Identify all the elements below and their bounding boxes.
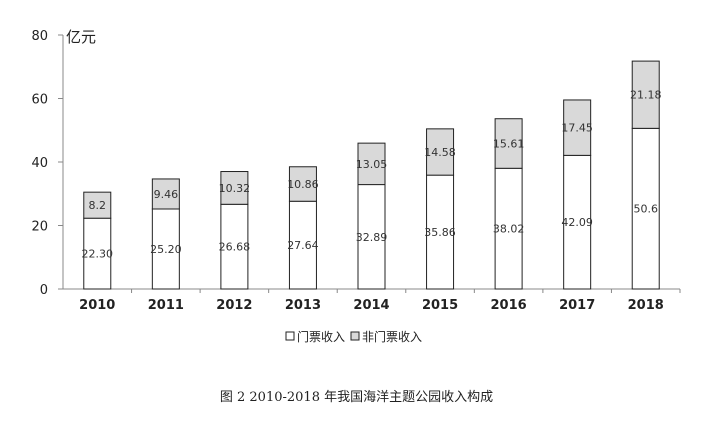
bar-segment-non-ticket xyxy=(563,99,592,156)
x-ticks: 2010 2011 2012 2013 2014 2015 2016 2017 2018 xyxy=(79,289,681,313)
data-label: 10.32 xyxy=(219,182,251,195)
bar-segment-non-ticket xyxy=(631,60,660,129)
legend: 门票收入 非门票收入 xyxy=(285,329,422,344)
x-tick-label: 2015 xyxy=(422,298,458,313)
data-label: 22.30 xyxy=(82,248,114,261)
bar-segment-non-ticket xyxy=(220,171,249,205)
bar-segment-ticket xyxy=(288,200,317,290)
data-label: 9.46 xyxy=(154,188,179,201)
data-label: 35.86 xyxy=(424,226,456,239)
x-tick-label: 2011 xyxy=(148,298,184,313)
bar-segment-non-ticket xyxy=(83,191,112,219)
stacked-bar-chart: 亿元 0 20 40 60 80 22.30 8.2 25.20 9.46 26.68 10.32… xyxy=(31,28,681,344)
legend-label: 非门票收入 xyxy=(362,329,422,344)
data-label: 26.68 xyxy=(219,241,251,254)
bars: 22.30 8.2 25.20 9.46 26.68 10.32 27.64 10.86 32.… xyxy=(82,60,662,290)
bar-segment-ticket xyxy=(220,203,249,290)
data-label: 32.89 xyxy=(356,231,388,244)
data-label: 17.45 xyxy=(561,122,593,135)
x-tick-label: 2010 xyxy=(79,298,115,313)
data-label: 8.2 xyxy=(89,199,107,212)
y-tick-label: 20 xyxy=(31,220,48,235)
legend-swatch xyxy=(350,331,360,341)
x-tick-label: 2016 xyxy=(491,298,527,313)
bar-segment-ticket xyxy=(494,167,523,290)
bar-segment-ticket xyxy=(563,154,592,290)
bar-segment-ticket xyxy=(357,184,386,290)
legend-label: 门票收入 xyxy=(297,329,345,344)
x-tick-label: 2014 xyxy=(353,298,389,313)
bar-segment-non-ticket xyxy=(357,142,386,186)
data-label: 27.64 xyxy=(287,239,319,252)
bar-segment-non-ticket xyxy=(426,128,455,176)
data-label: 13.05 xyxy=(356,158,388,171)
figure-caption: 图 2 2010-2018 年我国海洋主题公园收入构成 xyxy=(219,390,494,405)
y-axis-unit: 亿元 xyxy=(66,28,96,46)
y-tick-label: 60 xyxy=(31,93,48,108)
data-label: 14.58 xyxy=(424,146,456,159)
bar-segment-ticket xyxy=(426,174,455,290)
data-label: 50.6 xyxy=(633,203,658,216)
y-ticks: 0 20 40 60 80 xyxy=(31,29,63,298)
x-tick-label: 2018 xyxy=(628,298,664,313)
x-tick-label: 2013 xyxy=(285,298,321,313)
data-label: 42.09 xyxy=(561,216,593,229)
data-label: 38.02 xyxy=(493,223,525,236)
data-label: 21.18 xyxy=(630,89,662,102)
bar-segment-ticket xyxy=(83,217,112,290)
bar-segment-non-ticket xyxy=(151,178,180,210)
y-tick-label: 80 xyxy=(31,29,48,44)
bar-segment-non-ticket xyxy=(494,118,523,169)
data-label: 25.20 xyxy=(150,243,182,256)
x-tick-label: 2012 xyxy=(216,298,252,313)
data-label: 10.86 xyxy=(287,178,319,191)
legend-swatch xyxy=(285,331,295,341)
bar-segment-non-ticket xyxy=(288,166,317,202)
x-tick-label: 2017 xyxy=(559,298,595,313)
bar-segment-ticket xyxy=(151,208,180,290)
y-tick-label: 0 xyxy=(40,283,48,298)
data-label: 15.61 xyxy=(493,138,525,151)
y-tick-label: 40 xyxy=(31,156,48,171)
bar-segment-ticket xyxy=(631,127,660,290)
